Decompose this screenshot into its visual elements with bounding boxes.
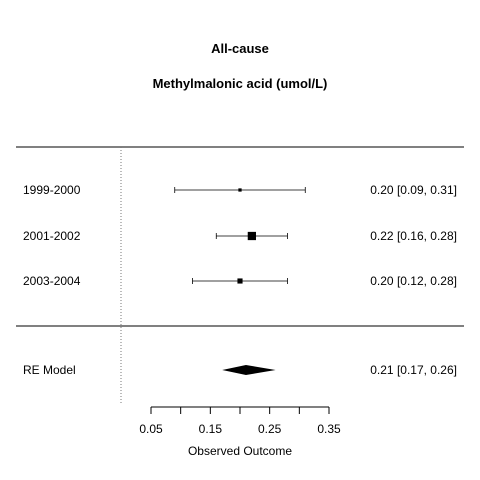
point-estimate [238, 188, 242, 192]
study-label: 2001-2002 [23, 229, 81, 243]
point-estimate [237, 278, 243, 284]
summary-diamond [222, 365, 276, 375]
summary-text: 0.21 [0.17, 0.26] [370, 363, 457, 377]
point-estimate [247, 231, 256, 241]
x-tick-label: 0.25 [258, 422, 282, 436]
chart-title: All-cause [211, 41, 269, 56]
x-tick-label: 0.35 [317, 422, 341, 436]
x-tick-label: 0.05 [139, 422, 163, 436]
study-label: 2003-2004 [23, 274, 81, 288]
study-label: 1999-2000 [23, 183, 81, 197]
summary-label: RE Model [23, 363, 76, 377]
estimate-text: 0.22 [0.16, 0.28] [370, 229, 457, 243]
estimate-text: 0.20 [0.12, 0.28] [370, 274, 457, 288]
chart-subtitle: Methylmalonic acid (umol/L) [153, 76, 328, 91]
x-tick-label: 0.15 [199, 422, 223, 436]
estimate-text: 0.20 [0.09, 0.31] [370, 183, 457, 197]
marks-layer: 1999-2000 0.20 [0.09, 0.31] 2001-2002 0.22 … [23, 147, 457, 436]
x-axis-label: Observed Outcome [188, 444, 292, 458]
